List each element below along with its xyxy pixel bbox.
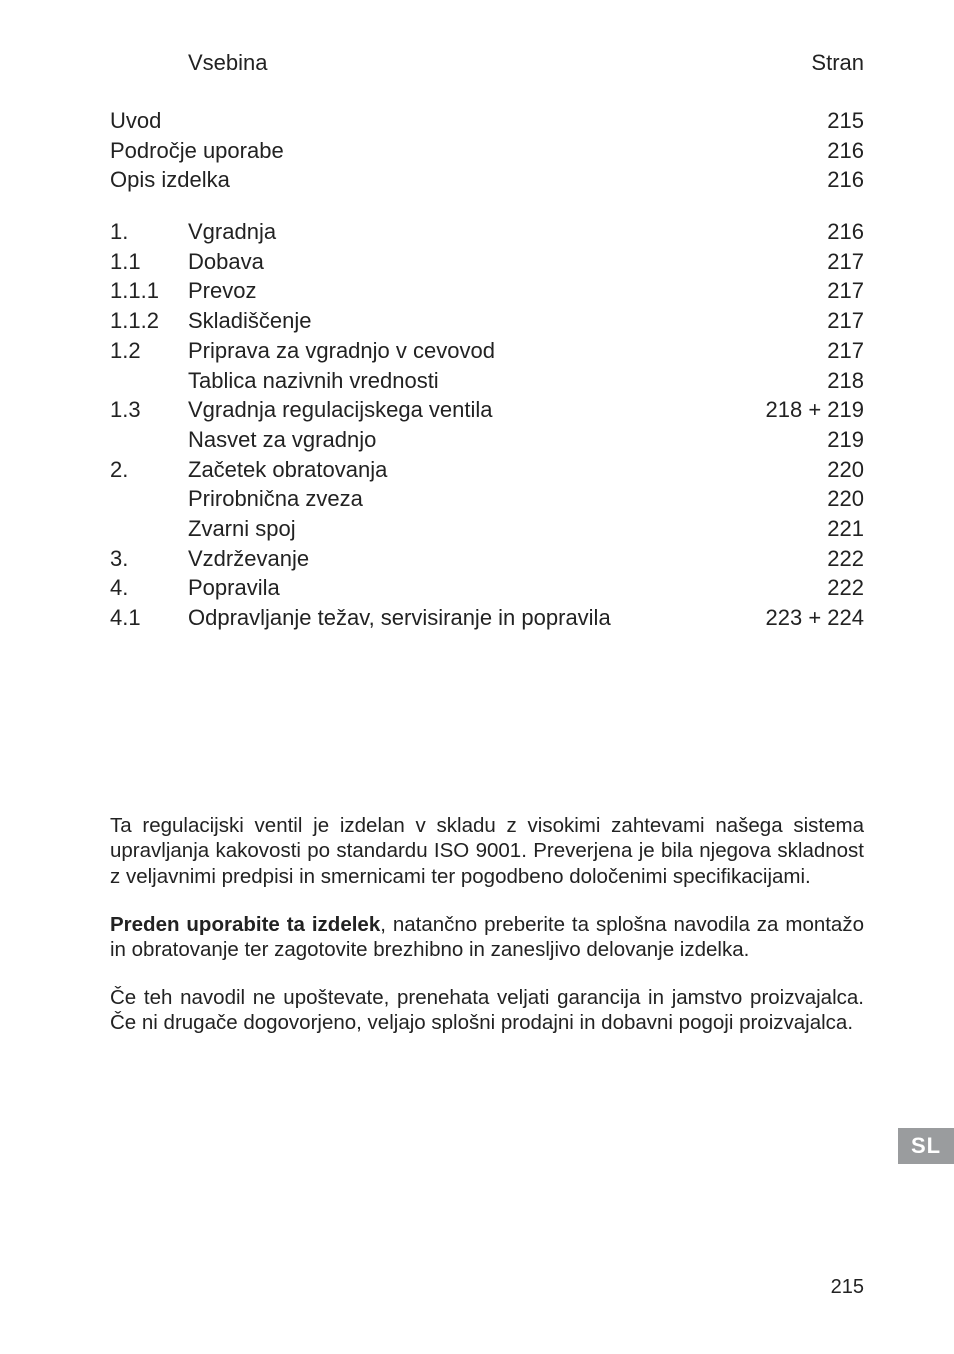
paragraph-notice: Preden uporabite ta izdelek, natančno pr… (110, 912, 864, 963)
toc-label: Zvarni spoj (188, 514, 296, 544)
table-row: 4.1Odpravljanje težav, servisiranje in p… (110, 603, 864, 633)
toc-header-left: Vsebina (110, 50, 268, 76)
table-row: 2.Začetek obratovanja 220 (110, 455, 864, 485)
toc-label: Tablica nazivnih vrednosti (188, 366, 439, 396)
toc-page: 217 (827, 276, 864, 306)
table-row: Nasvet za vgradnjo 219 (110, 425, 864, 455)
toc-number: 1.1.2 (110, 306, 188, 336)
toc-number: 1.1.1 (110, 276, 188, 306)
toc-label: Področje uporabe (110, 136, 284, 166)
toc-label: Opis izdelka (110, 165, 230, 195)
table-row: Prirobnična zveza 220 (110, 484, 864, 514)
table-row: Zvarni spoj 221 (110, 514, 864, 544)
toc-page: 217 (827, 247, 864, 277)
toc-page: 217 (827, 336, 864, 366)
toc-page: 221 (827, 514, 864, 544)
toc-label: Uvod (110, 106, 161, 136)
toc-page: 218 + 219 (766, 395, 864, 425)
toc-page: 216 (827, 136, 864, 166)
toc-label: Odpravljanje težav, servisiranje in popr… (188, 603, 611, 633)
toc-number: 1.2 (110, 336, 188, 366)
toc-page: 220 (827, 455, 864, 485)
table-row: Opis izdelka 216 (110, 165, 864, 195)
page-number: 215 (831, 1276, 864, 1299)
toc-label: Prevoz (188, 276, 256, 306)
table-row: Področje uporabe 216 (110, 136, 864, 166)
toc-label: Prirobnična zveza (188, 484, 363, 514)
paragraph-notice-bold: Preden uporabite ta izdelek (110, 913, 380, 936)
toc-label: Skladiščenje (188, 306, 312, 336)
body-paragraphs: Ta regulacijski ventil je izdelan v skla… (110, 813, 864, 1036)
toc-page: 222 (827, 544, 864, 574)
toc-page: 220 (827, 484, 864, 514)
toc-numbered-section: 1.Vgradnja 216 1.1Dobava 217 1.1.1Prevoz… (110, 217, 864, 633)
toc-number (110, 484, 188, 514)
toc-page: 216 (827, 165, 864, 195)
toc-label: Vgradnja (188, 217, 276, 247)
toc-page: 216 (827, 217, 864, 247)
toc-label: Dobava (188, 247, 264, 277)
toc-simple-section: Uvod 215 Področje uporabe 216 Opis izdel… (110, 106, 864, 195)
toc-page: 217 (827, 306, 864, 336)
toc-label: Nasvet za vgradnjo (188, 425, 376, 455)
toc-number: 3. (110, 544, 188, 574)
toc-label: Začetek obratovanja (188, 455, 387, 485)
toc-label: Popravila (188, 573, 280, 603)
toc-page: 215 (827, 106, 864, 136)
table-row: Uvod 215 (110, 106, 864, 136)
table-row: 1.Vgradnja 216 (110, 217, 864, 247)
table-row: Tablica nazivnih vrednosti 218 (110, 366, 864, 396)
toc-number: 4. (110, 573, 188, 603)
table-row: 4.Popravila 222 (110, 573, 864, 603)
toc-page: 223 + 224 (766, 603, 864, 633)
toc-label: Priprava za vgradnjo v cevovod (188, 336, 495, 366)
toc-number (110, 514, 188, 544)
toc-page: 219 (827, 425, 864, 455)
toc-number: 2. (110, 455, 188, 485)
toc-number: 1.3 (110, 395, 188, 425)
table-row: 1.2Priprava za vgradnjo v cevovod 217 (110, 336, 864, 366)
toc-header-right: Stran (811, 50, 864, 76)
toc-number (110, 425, 188, 455)
toc-number: 4.1 (110, 603, 188, 633)
toc-label: Vzdrževanje (188, 544, 309, 574)
toc-page: 218 (827, 366, 864, 396)
toc-number: 1.1 (110, 247, 188, 277)
language-tab: SL (898, 1128, 954, 1164)
toc-label: Vgradnja regulacijskega ventila (188, 395, 493, 425)
table-row: 1.1.1Prevoz 217 (110, 276, 864, 306)
table-row: 3.Vzdrževanje 222 (110, 544, 864, 574)
table-row: 1.1Dobava 217 (110, 247, 864, 277)
toc-number (110, 366, 188, 396)
paragraph-intro: Ta regulacijski ventil je izdelan v skla… (110, 813, 864, 890)
toc-number: 1. (110, 217, 188, 247)
table-row: 1.1.2Skladiščenje 217 (110, 306, 864, 336)
paragraph-warranty: Če teh navodil ne upoštevate, prenehata … (110, 985, 864, 1036)
table-row: 1.3Vgradnja regulacijskega ventila 218 +… (110, 395, 864, 425)
toc-page: 222 (827, 573, 864, 603)
toc-header: Vsebina Stran (110, 50, 864, 76)
